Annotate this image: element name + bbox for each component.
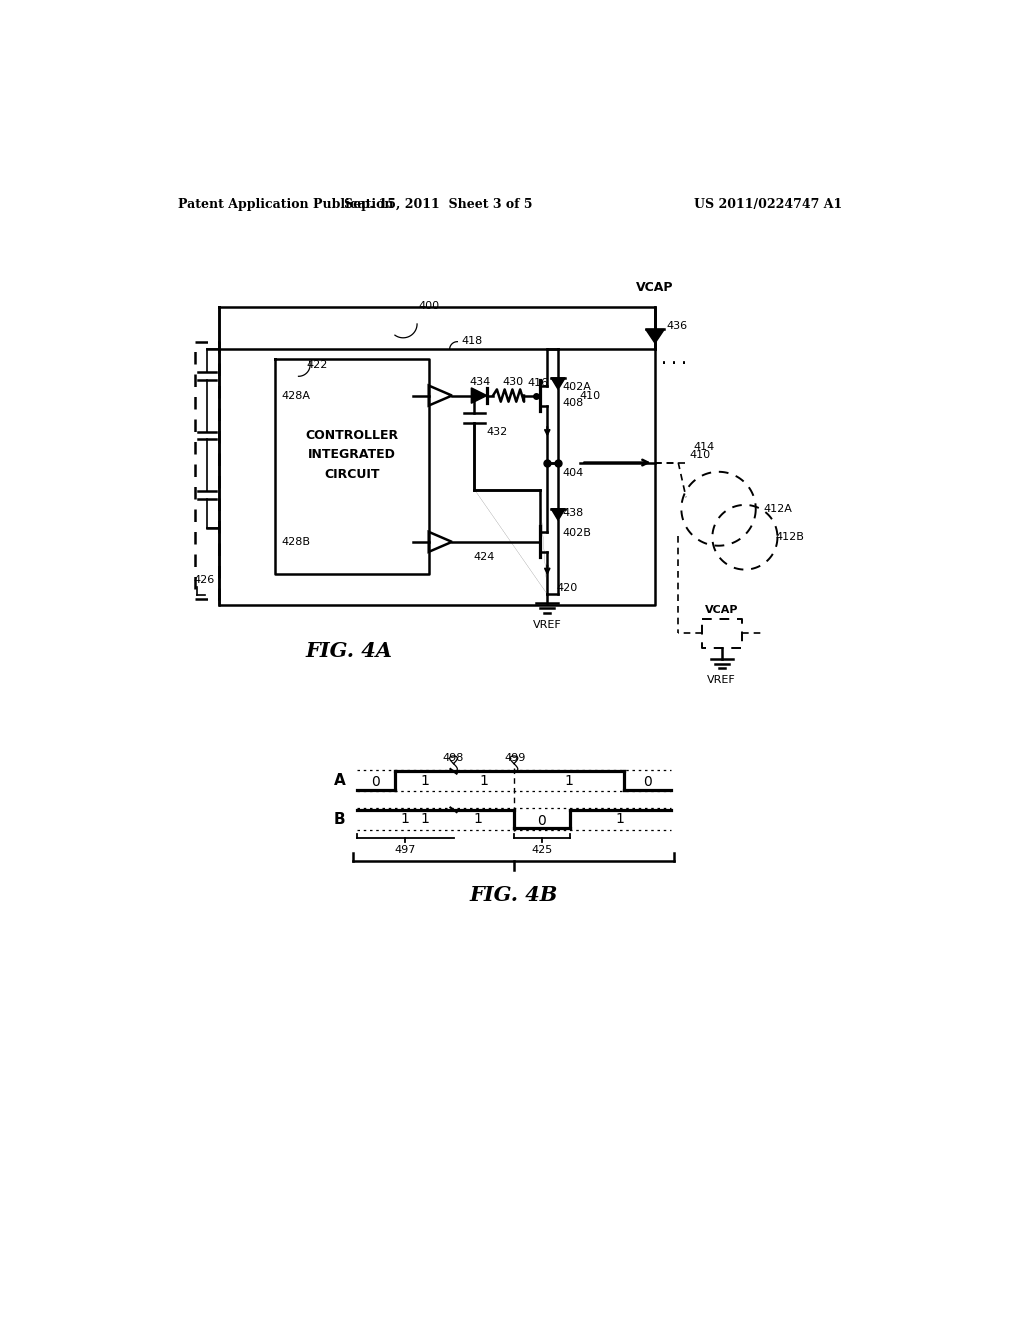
Text: 1: 1 [400, 812, 410, 826]
Polygon shape [471, 388, 486, 404]
Text: B: B [334, 812, 345, 826]
Text: 412A: 412A [764, 504, 793, 513]
Text: VREF: VREF [708, 676, 736, 685]
Text: 428B: 428B [282, 537, 310, 546]
Text: 408: 408 [562, 399, 584, 408]
Text: 438: 438 [562, 508, 584, 517]
Text: 1: 1 [473, 812, 482, 826]
Text: A: A [334, 774, 345, 788]
Text: CIRCUIT: CIRCUIT [325, 467, 380, 480]
Text: 402B: 402B [562, 528, 591, 539]
Text: 0: 0 [643, 775, 651, 789]
Text: 414: 414 [693, 442, 715, 453]
Text: 402A: 402A [562, 381, 591, 392]
Text: 420: 420 [557, 583, 578, 593]
Text: 497: 497 [394, 845, 416, 855]
Text: 0: 0 [538, 813, 546, 828]
Text: Patent Application Publication: Patent Application Publication [178, 198, 394, 211]
Text: US 2011/0224747 A1: US 2011/0224747 A1 [693, 198, 842, 211]
Text: 410: 410 [580, 391, 601, 400]
Text: ...: ... [658, 350, 689, 367]
Text: 422: 422 [306, 360, 328, 370]
Text: 498: 498 [442, 754, 464, 763]
Text: VCAP: VCAP [636, 281, 674, 294]
Text: 424: 424 [474, 552, 495, 562]
Text: 436: 436 [667, 321, 688, 331]
Text: 410: 410 [690, 450, 711, 459]
Text: 499: 499 [505, 754, 526, 763]
Text: 1: 1 [420, 774, 429, 788]
Text: FIG. 4A: FIG. 4A [305, 642, 392, 661]
Text: 432: 432 [486, 426, 508, 437]
Text: 412B: 412B [775, 532, 804, 543]
Text: CONTROLLER: CONTROLLER [305, 429, 398, 442]
Text: 400: 400 [419, 301, 439, 312]
Polygon shape [551, 508, 565, 520]
Polygon shape [646, 330, 665, 343]
Text: 428A: 428A [282, 391, 310, 400]
Text: VCAP: VCAP [705, 605, 738, 615]
Text: 425: 425 [531, 845, 553, 855]
Text: 426: 426 [194, 576, 215, 585]
Text: 416: 416 [528, 379, 549, 388]
Text: 1: 1 [615, 812, 625, 826]
Text: FIG. 4B: FIG. 4B [469, 886, 558, 906]
Text: 418: 418 [461, 335, 482, 346]
Text: 1: 1 [420, 812, 429, 826]
Polygon shape [551, 378, 565, 389]
Text: 430: 430 [503, 378, 523, 388]
Text: Sep. 15, 2011  Sheet 3 of 5: Sep. 15, 2011 Sheet 3 of 5 [344, 198, 532, 211]
Text: VREF: VREF [532, 620, 561, 630]
Text: 1: 1 [564, 774, 573, 788]
Text: 434: 434 [470, 378, 492, 388]
Text: 0: 0 [372, 775, 380, 789]
Text: INTEGRATED: INTEGRATED [308, 449, 396, 462]
Text: 404: 404 [562, 467, 584, 478]
Text: 1: 1 [479, 774, 488, 788]
